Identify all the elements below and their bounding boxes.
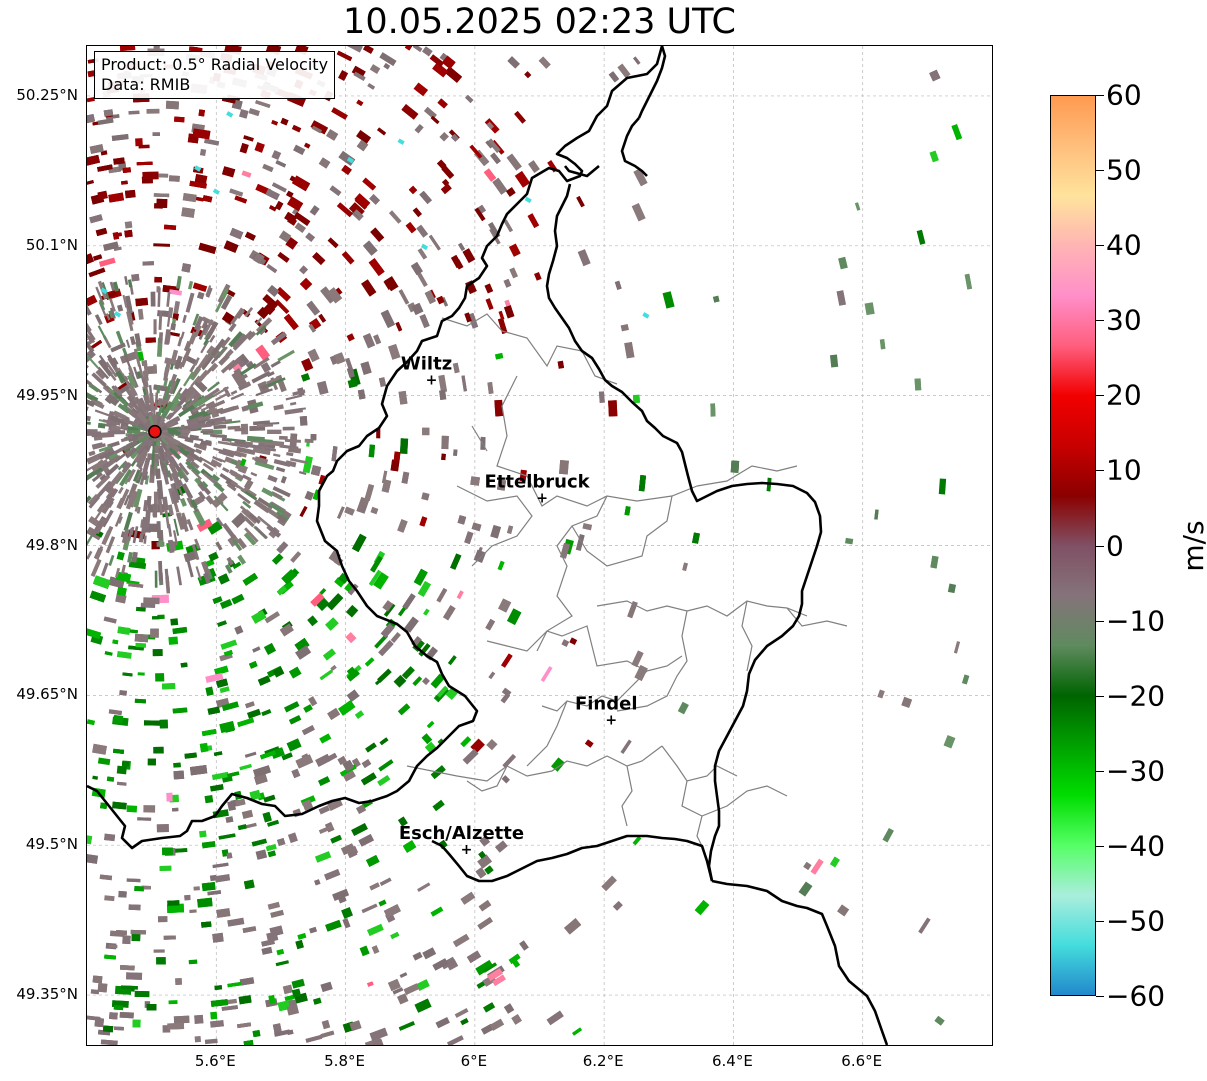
map-canvas: +Wiltz+Ettelbruck+Findel+Esch/Alzette (87, 46, 992, 1045)
lon-tick-label: 5.6°E (194, 1052, 236, 1070)
national-borders (87, 46, 889, 1045)
colorbar-tick-label: −30 (1106, 754, 1166, 788)
colorbar-tick-label: −20 (1106, 679, 1166, 713)
info-box: Product: 0.5° Radial Velocity Data: RMIB (94, 51, 336, 99)
lon-tick-label: 6.4°E (712, 1052, 753, 1070)
colorbar-tick (1096, 695, 1104, 697)
city-label: Ettelbruck (485, 472, 591, 493)
city-label: Findel (575, 693, 638, 714)
map-title: 10.05.2025 02:23 UTC (343, 2, 736, 42)
city-marker: + (461, 842, 473, 858)
radar-echoes (87, 46, 973, 1045)
colorbar-tick (1096, 845, 1104, 847)
lat-tick-label: 49.5°N (25, 835, 78, 854)
gridlines (87, 46, 992, 1045)
colorbar-tick (1096, 620, 1104, 622)
city-markers: +Wiltz+Ettelbruck+Findel+Esch/Alzette (399, 354, 638, 859)
colorbar-tick-label: 10 (1106, 453, 1142, 487)
lat-tick-label: 50.1°N (25, 235, 78, 254)
colorbar-tick (1096, 320, 1104, 322)
city-marker: + (536, 491, 548, 507)
lon-tick-label: 6.6°E (841, 1052, 883, 1070)
city-marker: + (426, 373, 438, 389)
colorbar-tick (1096, 245, 1104, 247)
lat-tick-label: 49.8°N (25, 535, 78, 554)
lon-tick-label: 5.8°E (324, 1052, 365, 1070)
product-label: Product: 0.5° Radial Velocity (101, 55, 329, 74)
velocity-colorbar (1050, 95, 1096, 996)
colorbar-tick-label: −10 (1106, 604, 1166, 638)
lon-tick-label: 6.2°E (582, 1052, 624, 1070)
city-marker: + (605, 712, 617, 728)
colorbar-tick (1096, 470, 1104, 472)
city-label: Wiltz (401, 354, 452, 375)
colorbar-tick (1096, 395, 1104, 397)
lat-tick-label: 50.25°N (16, 85, 78, 104)
lat-tick-label: 49.35°N (16, 985, 78, 1004)
lat-tick-label: 49.65°N (16, 685, 78, 704)
colorbar-tick-label: 20 (1106, 378, 1142, 412)
colorbar-unit: m/s (1177, 520, 1207, 572)
colorbar-tick (1096, 170, 1104, 172)
colorbar-tick (1096, 770, 1104, 772)
colorbar-tick-label: 40 (1106, 228, 1142, 262)
canton-borders (406, 313, 848, 847)
colorbar-tick (1096, 996, 1104, 997)
colorbar-tick-label: 0 (1106, 529, 1124, 562)
colorbar-tick (1096, 95, 1104, 96)
colorbar-tick-label: 50 (1106, 153, 1142, 187)
city-label: Esch/Alzette (399, 823, 524, 844)
colorbar-tick (1096, 920, 1104, 922)
colorbar-tick-label: −60 (1106, 979, 1166, 1013)
lon-tick-label: 6°E (460, 1052, 488, 1070)
radar-map[interactable]: + Wiltz + Ettelbruck + Findel + Esch/Alzette (86, 45, 993, 1046)
colorbar-tick-label: −40 (1106, 829, 1166, 863)
colorbar-tick-label: 60 (1106, 78, 1142, 112)
data-source-label: Data: RMIB (101, 75, 191, 94)
lat-tick-label: 49.95°N (16, 385, 78, 404)
radar-site-marker (148, 424, 162, 439)
colorbar-tick (1096, 545, 1104, 547)
colorbar-tick-label: −50 (1106, 904, 1166, 938)
colorbar-tick-label: 30 (1106, 303, 1142, 337)
